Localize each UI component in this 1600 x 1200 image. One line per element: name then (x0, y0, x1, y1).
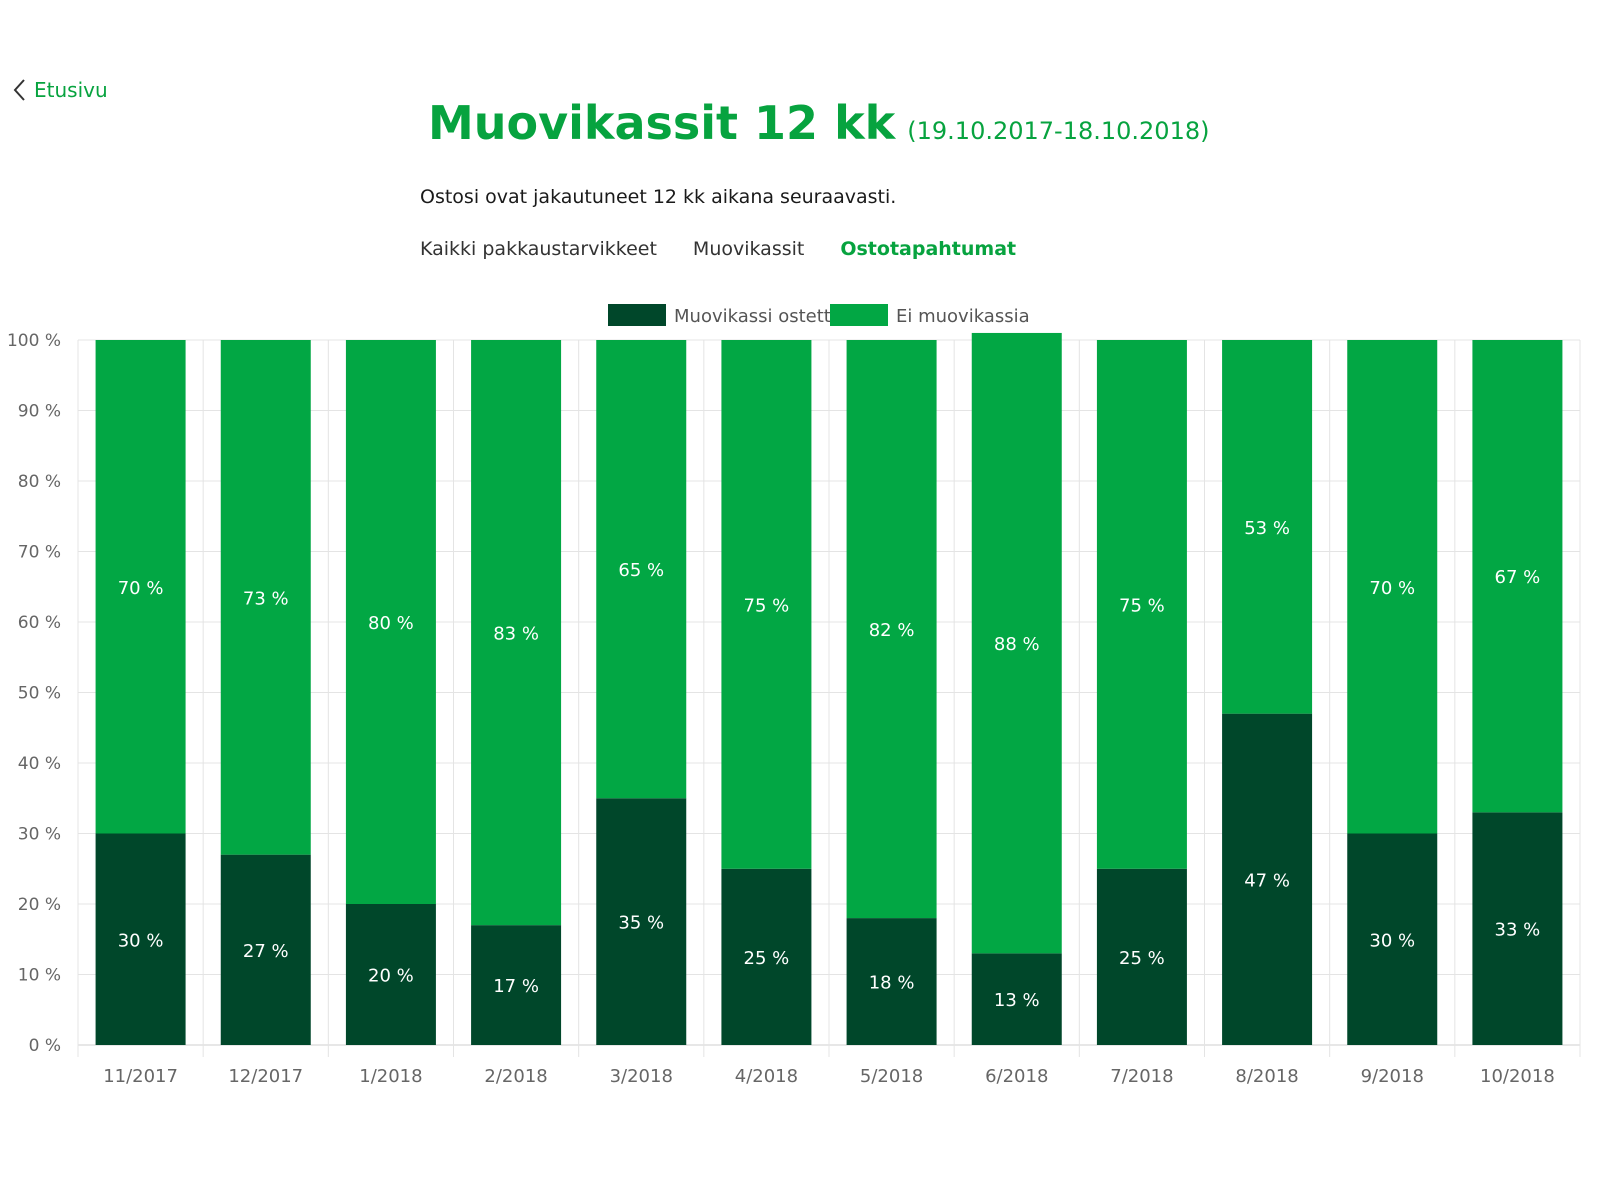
y-tick-label: 50 % (18, 684, 61, 704)
page-title: Muovikassit 12 kk (428, 96, 896, 150)
y-tick-label: 0 % (29, 1036, 61, 1056)
data-label: 53 % (1244, 518, 1290, 539)
y-tick-label: 10 % (18, 966, 61, 986)
legend-swatch (608, 304, 666, 326)
y-tick-label: 40 % (18, 754, 61, 774)
legend-label: Muovikassi ostettu (674, 306, 842, 327)
data-label: 30 % (1369, 930, 1415, 951)
bar-not-bought (345, 340, 436, 904)
data-label: 73 % (243, 588, 289, 609)
bar-not-bought (596, 340, 687, 799)
x-tick-label: 9/2018 (1361, 1066, 1424, 1087)
bar-bought (95, 833, 186, 1045)
y-tick-label: 30 % (18, 825, 61, 845)
x-tick-label: 11/2017 (103, 1066, 178, 1087)
date-range: (19.10.2017-18.10.2018) (907, 117, 1210, 145)
data-label: 67 % (1495, 567, 1541, 588)
bar-bought (1347, 833, 1438, 1045)
data-label: 25 % (1119, 948, 1165, 969)
bar-bought (596, 798, 687, 1045)
data-label: 80 % (368, 613, 414, 634)
bar-not-bought (846, 340, 937, 919)
data-label: 82 % (869, 620, 915, 641)
bar-bought (1222, 713, 1313, 1045)
data-label: 65 % (618, 560, 664, 581)
bar-not-bought (1222, 340, 1313, 714)
data-label: 70 % (1369, 578, 1415, 599)
bar-bought (471, 925, 562, 1045)
bar-not-bought (971, 332, 1062, 954)
x-tick-label: 1/2018 (359, 1066, 422, 1087)
data-label: 25 % (744, 948, 790, 969)
x-tick-label: 10/2018 (1480, 1066, 1555, 1087)
bar-bought (345, 904, 436, 1045)
legend-bought: Muovikassi ostettu (608, 304, 842, 327)
x-tick-label: 4/2018 (735, 1066, 798, 1087)
bar-bought (971, 953, 1062, 1045)
x-tick-label: 3/2018 (610, 1066, 673, 1087)
x-tick-label: 12/2017 (228, 1066, 303, 1087)
bar-not-bought (721, 340, 812, 869)
tab-purchase-events[interactable]: Ostotapahtumat (840, 238, 1017, 260)
tab-bar: Kaikki pakkaustarvikkeet Muovikassit Ost… (420, 238, 1016, 260)
data-label: 27 % (243, 941, 289, 962)
y-tick-label: 70 % (18, 543, 61, 563)
data-label: 47 % (1244, 870, 1290, 891)
bar-bought (220, 854, 311, 1045)
data-label: 83 % (493, 624, 539, 645)
y-tick-label: 60 % (18, 613, 61, 633)
legend-swatch (830, 304, 888, 326)
bar-not-bought (95, 340, 186, 834)
chevron-left-icon (13, 79, 25, 101)
x-tick-label: 6/2018 (985, 1066, 1048, 1087)
tab-all-packaging[interactable]: Kaikki pakkaustarvikkeet (420, 238, 657, 260)
data-label: 18 % (869, 973, 915, 994)
data-label: 13 % (994, 990, 1040, 1011)
bar-not-bought (220, 340, 311, 855)
bar-not-bought (1347, 340, 1438, 834)
bar-bought (1096, 868, 1187, 1045)
bar-not-bought (471, 340, 562, 926)
y-tick-label: 80 % (18, 472, 61, 492)
bar-not-bought (1096, 340, 1187, 869)
tab-plastic-bags[interactable]: Muovikassit (692, 238, 805, 260)
data-label: 20 % (368, 966, 414, 987)
page-header: Muovikassit 12 kk (19.10.2017-18.10.2018… (428, 96, 1209, 150)
stacked-bar-chart: Muovikassi ostettu Ei muovikassia 0 % 10 % 2… (7, 304, 1581, 1087)
back-link[interactable]: Etusivu (12, 78, 108, 102)
x-tick-label: 5/2018 (860, 1066, 923, 1087)
back-link-label: Etusivu (34, 78, 108, 102)
legend-label: Ei muovikassia (896, 306, 1030, 327)
data-label: 35 % (618, 913, 664, 934)
data-label: 88 % (994, 634, 1040, 655)
y-tick-label: 20 % (18, 895, 61, 915)
data-label: 17 % (493, 976, 539, 997)
x-tick-label: 2/2018 (484, 1066, 547, 1087)
bar-bought (1472, 812, 1563, 1045)
data-label: 33 % (1495, 920, 1541, 941)
legend-not-bought: Ei muovikassia (830, 304, 1030, 327)
bar-bought (846, 918, 937, 1045)
data-label: 75 % (744, 595, 790, 616)
bar-not-bought (1472, 340, 1563, 813)
page-subtitle: Ostosi ovat jakautuneet 12 kk aikana seu… (420, 186, 897, 208)
x-tick-label: 7/2018 (1110, 1066, 1173, 1087)
data-label: 75 % (1119, 595, 1165, 616)
x-tick-label: 8/2018 (1235, 1066, 1298, 1087)
bar-bought (721, 868, 812, 1045)
y-tick-label: 90 % (18, 402, 61, 422)
data-label: 30 % (118, 930, 164, 951)
y-tick-label: 100 % (7, 331, 61, 351)
data-label: 70 % (118, 578, 164, 599)
